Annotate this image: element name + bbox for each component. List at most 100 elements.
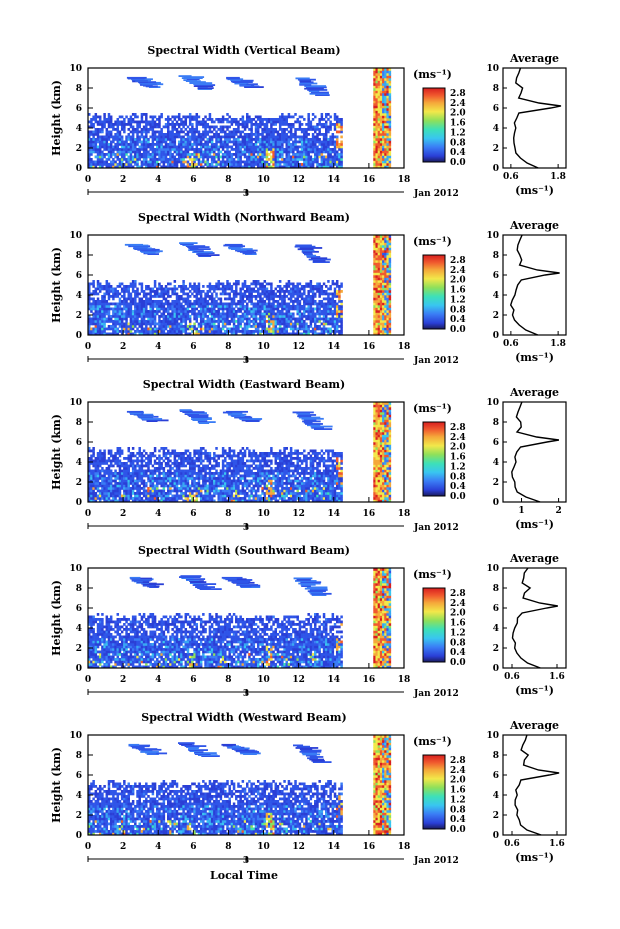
heatmap-cell [377,93,381,96]
heatmap-cell [379,275,383,278]
heatmap-cell [204,327,207,331]
heatmap-cell [250,130,253,134]
heatmap-cell [142,302,146,306]
heatmap-cell [96,315,100,318]
heatmap-cell [173,280,177,283]
heatmap-cell [94,120,98,124]
heatmap-cell [386,153,389,156]
heatmap-cell [125,143,128,146]
heatmap-cell [140,118,144,121]
heatmap-cell [162,140,166,144]
heatmap-cell [237,322,240,326]
heatmap-cell [105,145,109,149]
heatmap-cell [149,327,152,331]
heatmap-cell [206,315,209,318]
heatmap-cell [377,297,381,301]
heatmap-cell [294,300,297,303]
heatmap-cell [373,282,376,286]
heatmap-cell [136,143,139,146]
heatmap-cell [274,123,278,126]
heatmap-cell [243,327,247,331]
heatmap-cell [134,130,137,134]
heatmap-cell [120,317,124,321]
heatmap-cell [191,118,194,121]
heatmap-cell [188,128,192,131]
heatmap-cell [259,310,262,313]
heatmap-cell [265,138,269,141]
heatmap-cell [331,140,335,144]
heatmap-cell [272,307,275,311]
heatmap-cell [107,158,111,161]
heatmap-cell [294,320,297,323]
heatmap-cell [307,133,310,136]
heatmap-cell [204,330,207,333]
heatmap-cell [246,290,249,293]
heatmap-cell [177,305,181,308]
heatmap-cell [384,235,387,238]
heatmap-cell [263,300,267,303]
heatmap-cell [298,282,302,286]
heatmap-cell [195,287,199,291]
heatmap-cell [340,143,343,146]
heatmap-cell [331,322,335,326]
heatmap-cell [184,120,188,124]
heatmap-cell [259,322,262,326]
heatmap-cell [281,310,284,313]
heatmap-cell [140,115,144,119]
heatmap-cell [116,312,120,316]
heatmap-cell [243,150,247,154]
heatmap-cell [191,307,194,311]
heatmap-cell [314,292,317,296]
heatmap-cell [289,292,293,296]
heatmap-cell [316,312,319,316]
heatmap-cell [228,155,231,159]
heatmap-cell [298,135,302,139]
heatmap-cell [101,325,104,328]
heatmap-cell [98,469,102,473]
heatmap-cell [276,135,280,139]
heatmap-cell [98,305,102,308]
heatmap-cell [112,163,115,166]
heatmap-cell [303,325,306,328]
heatmap-cell [237,307,240,311]
heatmap-cell [373,163,376,166]
heatmap-cell [377,257,381,261]
heatmap-cell [316,145,319,149]
heatmap-cell [373,123,376,126]
heatmap-cell [98,477,102,480]
heatmap-cell [202,135,205,139]
heatmap-cell [156,295,159,298]
heatmap-cell [195,140,199,144]
heatmap-cell [98,482,102,485]
heatmap-cell [263,327,267,331]
heatmap-cell [230,330,234,333]
heatmap-cell [384,135,387,139]
heatmap-cell [259,165,262,169]
heatmap-cell [175,295,179,298]
heatmap-cell [379,115,383,119]
heatmap-cell [379,118,383,121]
cloud-cell [307,89,328,91]
heatmap-cell [340,290,343,293]
heatmap-cell [221,145,225,149]
heatmap-cell [388,163,392,166]
heatmap-cell [162,135,166,139]
heatmap-cell [92,115,95,119]
heatmap-cell [237,163,240,166]
heatmap-cell [382,73,385,76]
heatmap-cell [188,322,192,326]
heatmap-cell [309,155,313,159]
heatmap-cell [270,282,273,286]
heatmap-cell [373,68,376,71]
colorbar-tick-label: 0.4 [450,315,466,325]
heatmap-cell [114,163,117,166]
heatmap-cell [224,135,227,139]
heatmap-cell [191,327,194,331]
heatmap-cell [232,302,236,306]
heatmap-cell [158,295,161,298]
heatmap-cell [116,305,120,308]
heatmap-cell [116,155,120,159]
heatmap-cell [173,128,177,131]
heatmap-cell [127,305,130,308]
heatmap-cell [193,135,196,139]
